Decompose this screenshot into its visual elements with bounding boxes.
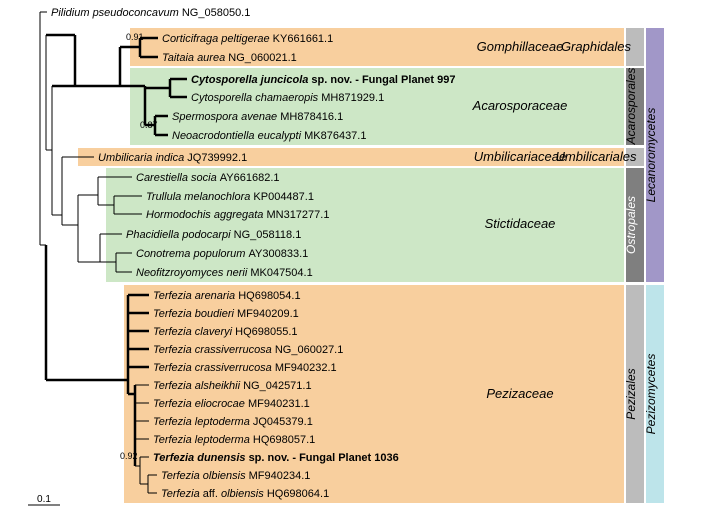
family-label: Stictidaceae [485, 216, 556, 231]
taxon-label: Corticifraga peltigerae KY661661.1 [162, 33, 333, 45]
order-label: Ostropales [624, 196, 638, 254]
order-label: Graphidales [561, 39, 632, 54]
taxon-label: Terfezia leptoderma JQ045379.1 [153, 416, 313, 428]
taxon-label: Taitaia aurea NG_060021.1 [162, 52, 297, 64]
taxon-label: Spermospora avenae MH878416.1 [172, 111, 343, 123]
taxon-label: Umbilicaria indica JQ739992.1 [98, 152, 247, 164]
taxon-label: Cytosporella chamaeropis MH871929.1 [191, 92, 384, 104]
taxon-label: Terfezia leptoderma HQ698057.1 [153, 434, 315, 446]
taxon-label: Terfezia boudieri MF940209.1 [153, 308, 299, 320]
taxon-label: Terfezia claveryi HQ698055.1 [153, 326, 298, 338]
taxon-label: Terfezia crassiverrucosa NG_060027.1 [153, 344, 343, 356]
support-value: 0.91 [126, 32, 144, 42]
taxon-label: Terfezia alsheikhii NG_042571.1 [153, 380, 312, 392]
taxon-label: Trullula melanochlora KP004487.1 [146, 191, 314, 203]
phylo-tree-figure: Pilidium pseudoconcavum NG_058050.1 Corti… [0, 0, 713, 508]
taxon-label: Terfezia eliocrocae MF940231.1 [153, 398, 310, 410]
family-label: Gomphillaceae [477, 39, 564, 54]
taxon-label: Cytosporella juncicola sp. nov. - Fungal… [191, 74, 455, 86]
taxon-label: Terfezia dunensis sp. nov. - Fungal Plan… [153, 452, 399, 464]
taxon-label: Phacidiella podocarpi NG_058118.1 [126, 229, 301, 241]
taxon-label: Terfezia aff. olbiensis HQ698064.1 [161, 488, 329, 500]
taxon-label: Carestiella socia AY661682.1 [136, 172, 280, 184]
order-label: Umbilicariales [556, 149, 637, 164]
class-label: Lecanoromycetes [644, 108, 658, 203]
family-label: Pezizaceae [486, 386, 553, 401]
family-label: Acarosporaceae [472, 98, 568, 113]
taxon-label: Terfezia olbiensis MF940234.1 [161, 470, 310, 482]
taxon-label: Conotrema populorum AY300833.1 [136, 248, 308, 260]
scale-label: 0.1 [37, 494, 51, 505]
taxon-label: Hormodochis aggregata MN317277.1 [146, 209, 329, 221]
taxon-label: Terfezia arenaria HQ698054.1 [153, 290, 301, 302]
taxon-label: Neoacrodontiella eucalypti MK876437.1 [172, 130, 366, 142]
taxon-label: Terfezia crassiverrucosa MF940232.1 [153, 362, 337, 374]
taxon-label: Pilidium pseudoconcavum NG_058050.1 [51, 7, 250, 19]
order-label: Pezizales [624, 368, 638, 419]
support-value: 0.87 [140, 120, 158, 130]
order-label: Acarosporales [624, 68, 638, 146]
class-label: Pezizomycetes [644, 354, 658, 435]
support-value: 0.92 [120, 451, 138, 461]
family-label: Umbilicariaceae [474, 149, 566, 164]
taxon-label: Neofitzroyomyces nerii MK047504.1 [136, 267, 313, 279]
